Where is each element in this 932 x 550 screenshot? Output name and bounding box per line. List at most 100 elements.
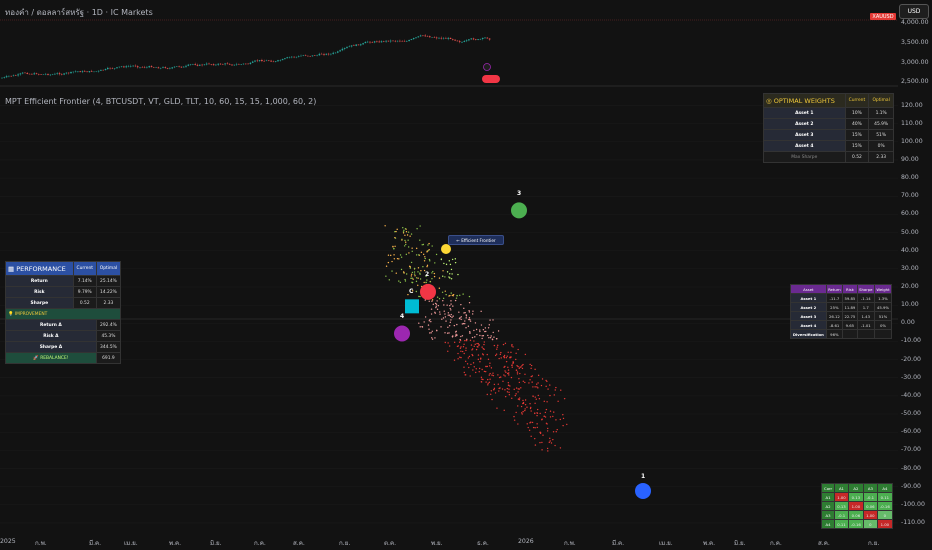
portfolio-point xyxy=(398,258,400,260)
time-axis-label: มี.ค. xyxy=(612,540,625,547)
portfolio-point xyxy=(403,229,405,232)
candle xyxy=(256,60,259,62)
portfolio-point xyxy=(451,316,453,319)
time-axis-label: 2026 xyxy=(518,538,534,545)
portfolio-point xyxy=(515,387,518,389)
portfolio-point xyxy=(530,410,532,412)
candle xyxy=(330,53,332,55)
portfolio-point xyxy=(442,270,444,272)
table-row: Asset 1 -11.7 59.85 -1.14 1.3% xyxy=(790,293,893,303)
cell: -1.14 xyxy=(856,293,875,303)
candle xyxy=(164,67,167,69)
portfolio-point xyxy=(388,279,391,281)
candle xyxy=(199,64,201,66)
currency-button[interactable]: USD xyxy=(899,4,929,19)
portfolio-point xyxy=(459,347,462,349)
portfolio-point xyxy=(470,344,473,346)
portfolio-point xyxy=(402,227,404,229)
portfolio-point xyxy=(435,305,437,307)
candle xyxy=(288,56,291,58)
candle xyxy=(224,63,226,65)
candle xyxy=(304,55,307,57)
portfolio-point xyxy=(507,366,509,368)
max-sharpe-label: Max Sharpe xyxy=(763,151,846,163)
indicator-title[interactable]: MPT Efficient Frontier (4, BTCUSDT, VT, … xyxy=(5,97,317,106)
portfolio-point xyxy=(477,342,479,345)
candle xyxy=(54,73,56,75)
delta-label: Return Δ xyxy=(5,319,97,331)
portfolio-point xyxy=(534,427,536,429)
portfolio-point xyxy=(503,409,505,412)
performance-table: ▦ PERFORMANCE Current Optimal Return 7.1… xyxy=(5,261,122,364)
table-row: Sharpe Δ 344.5% xyxy=(5,341,122,353)
portfolio-point xyxy=(542,434,544,436)
portfolio-point xyxy=(504,365,506,368)
portfolio-point xyxy=(425,281,427,284)
time-axis-label: มิ.ย. xyxy=(734,540,746,547)
candle xyxy=(38,74,40,75)
portfolio-point xyxy=(546,430,549,432)
candle xyxy=(355,44,357,46)
col-current: Current xyxy=(844,93,870,108)
asset-name: Asset 1 xyxy=(763,107,846,119)
portfolio-point xyxy=(534,402,536,405)
portfolio-point xyxy=(419,225,421,227)
optimal-weight: 1.1% xyxy=(868,107,894,119)
candle xyxy=(196,64,199,66)
metric-label: Sharpe xyxy=(5,297,74,309)
portfolio-point xyxy=(468,295,471,298)
portfolio-point xyxy=(489,337,492,339)
portfolio-point xyxy=(506,355,508,357)
portfolio-point xyxy=(468,302,471,304)
portfolio-point xyxy=(447,342,449,344)
portfolio-point xyxy=(430,320,432,323)
candle xyxy=(337,51,339,53)
candle xyxy=(51,74,54,76)
table-row: Asset 2 25% 11.89 1.7 45.9% xyxy=(790,302,893,312)
portfolio-point xyxy=(431,272,433,274)
candle xyxy=(162,67,164,68)
portfolio-point xyxy=(481,335,483,337)
candle xyxy=(28,73,31,75)
candle xyxy=(470,38,472,40)
portfolio-point xyxy=(445,320,447,322)
portfolio-point xyxy=(539,412,541,415)
portfolio-point xyxy=(524,381,526,384)
candle xyxy=(366,41,369,43)
portfolio-point xyxy=(478,344,480,346)
portfolio-point xyxy=(522,363,524,366)
time-axis-label: เม.ย. xyxy=(659,540,673,547)
point-label-c: C xyxy=(409,288,414,295)
max-sharpe-current: 0.52 xyxy=(844,151,870,163)
candle xyxy=(438,37,440,39)
portfolio-point xyxy=(422,253,425,256)
portfolio-point xyxy=(407,293,409,296)
candle xyxy=(300,55,302,57)
portfolio-point xyxy=(517,405,519,407)
portfolio-point xyxy=(444,316,447,318)
portfolio-point xyxy=(503,357,506,359)
cell: -8.61 xyxy=(825,320,844,330)
portfolio-point xyxy=(405,243,407,246)
portfolio-point xyxy=(440,258,443,261)
portfolio-point xyxy=(563,397,566,400)
portfolio-point xyxy=(441,318,443,320)
portfolio-point xyxy=(436,329,438,332)
event-badge-icon xyxy=(482,75,500,83)
portfolio-point xyxy=(492,319,494,321)
portfolio-point xyxy=(421,326,424,328)
portfolio-point xyxy=(488,324,491,326)
portfolio-point xyxy=(431,245,433,247)
candle xyxy=(139,67,141,68)
portfolio-point xyxy=(384,225,386,227)
candle xyxy=(316,55,318,56)
portfolio-point xyxy=(480,324,483,326)
portfolio-point xyxy=(468,311,471,313)
portfolio-point xyxy=(448,325,451,327)
portfolio-point xyxy=(528,382,530,384)
portfolio-point xyxy=(456,295,458,297)
portfolio-point xyxy=(549,437,551,439)
candle xyxy=(284,58,286,60)
cell: 0 xyxy=(876,510,894,520)
